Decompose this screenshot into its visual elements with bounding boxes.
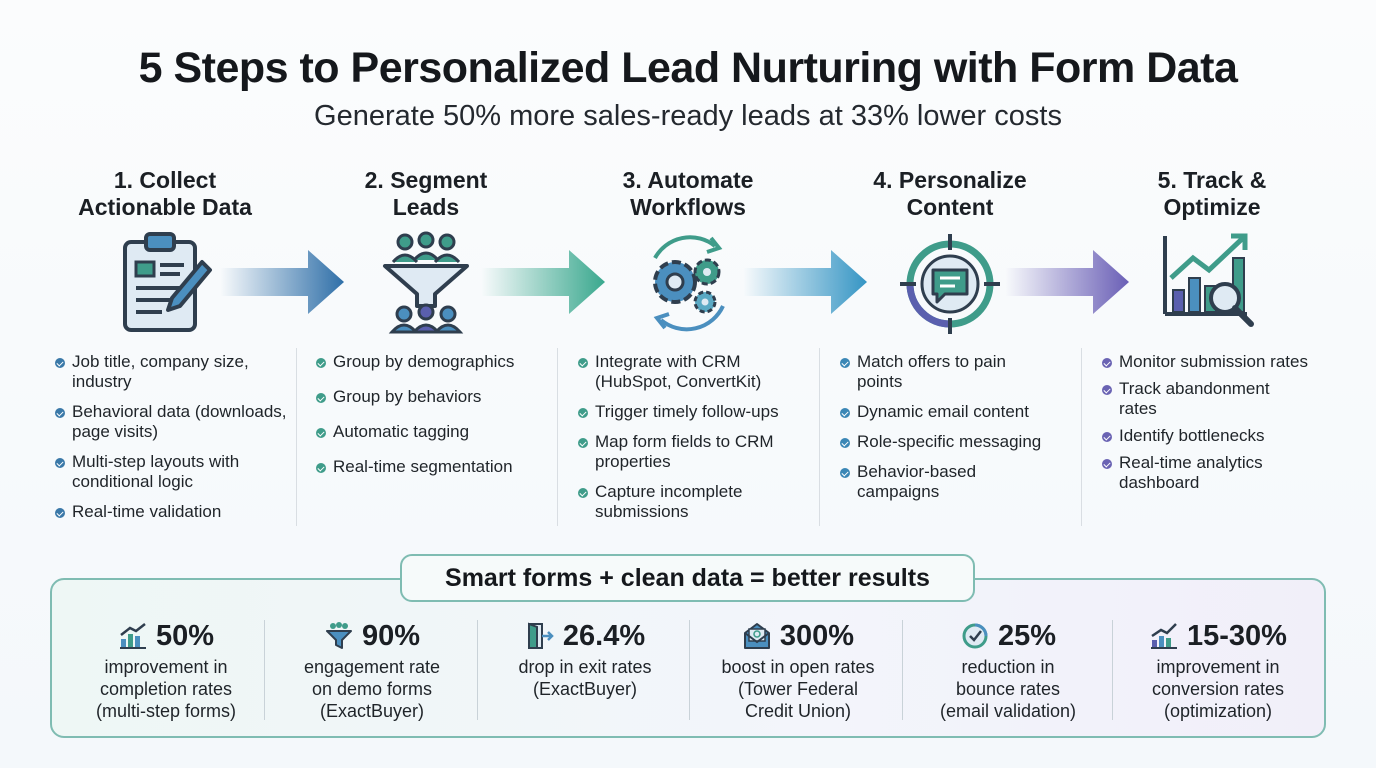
clipboard-form-icon — [123, 232, 212, 332]
stat-value: 26.4% — [562, 619, 646, 652]
list-item: Real-time segmentation — [316, 457, 561, 477]
exit-door-icon — [527, 622, 554, 649]
open-envelope-icon — [743, 623, 770, 649]
funnel-icon — [325, 622, 352, 649]
stat-card: 50% improvement in completion rates (multi… — [60, 618, 272, 722]
chart-magnifier-icon — [1163, 233, 1254, 327]
list-item: Multi-step layouts with conditional logi… — [55, 452, 300, 492]
arrow-right-icon — [481, 250, 605, 314]
gears-cycle-icon — [653, 235, 725, 332]
step-3-list: Integrate with CRM (HubSpot, ConvertKit)… — [578, 352, 823, 532]
list-item: Trigger timely follow-ups — [578, 402, 823, 422]
step-1-title: 1. Collect Actionable Data — [78, 167, 252, 220]
list-item: Group by demographics — [316, 352, 561, 372]
stat-divider — [1112, 620, 1113, 720]
stat-divider — [689, 620, 690, 720]
stat-description: drop in exit rates (ExactBuyer) — [518, 657, 652, 699]
list-item: Job title, company size, industry — [55, 352, 300, 392]
list-item: Map form fields to CRM properties — [578, 432, 793, 472]
list-item: Track abandonment rates — [1102, 379, 1302, 419]
list-item: Behavioral data (downloads, page visits) — [55, 402, 300, 442]
stat-description: improvement in conversion rates (optimizat… — [1151, 657, 1285, 721]
list-item: Real-time analytics dashboard — [1102, 453, 1302, 493]
stat-card: 90% engagement rate on demo forms (ExactBu… — [266, 618, 478, 722]
growth-chart-icon — [1151, 623, 1178, 649]
stat-value: 50% — [155, 619, 215, 652]
step-2-title: 2. Segment Leads — [364, 167, 488, 220]
column-divider — [557, 348, 558, 526]
stat-card: 15-30% improvement in conversion rates (op… — [1112, 618, 1324, 722]
stat-description: boost in open rates (Tower Federal Credit … — [721, 657, 875, 721]
step-4-list: Match offers to pain points Dynamic emai… — [840, 352, 1085, 512]
target-check-icon — [962, 623, 988, 649]
stat-card: 25% reduction in bounce rates (email valid… — [902, 618, 1114, 722]
list-item: Group by behaviors — [316, 387, 561, 407]
stat-description: engagement rate on demo forms (ExactBuyer) — [303, 657, 441, 721]
stat-value: 25% — [997, 619, 1057, 652]
list-item: Capture incomplete submissions — [578, 482, 778, 522]
step-4-title: 4. Personalize Content — [873, 167, 1027, 220]
list-item: Behavior-based campaigns — [840, 462, 1010, 502]
funnel-people-icon — [383, 231, 469, 334]
stat-card: 26.4% drop in exit rates (ExactBuyer) — [479, 618, 691, 700]
column-divider — [819, 348, 820, 526]
stat-description: improvement in completion rates (multi-ste… — [95, 657, 236, 721]
stat-card: 300% boost in open rates (Tower Federal Cr… — [692, 618, 904, 722]
stat-value: 300% — [779, 619, 855, 652]
target-chat-icon — [900, 234, 1000, 334]
list-item: Identify bottlenecks — [1102, 426, 1347, 446]
list-item: Automatic tagging — [316, 422, 561, 442]
results-panel — [50, 578, 1326, 738]
stat-value: 90% — [361, 619, 421, 652]
list-item: Role-specific messaging — [840, 432, 1085, 452]
stat-divider — [477, 620, 478, 720]
list-item: Match offers to pain points — [840, 352, 1040, 392]
step-1-list: Job title, company size, industry Behavi… — [55, 352, 300, 532]
stat-divider — [264, 620, 265, 720]
results-banner: Smart forms + clean data = better result… — [400, 554, 975, 602]
page-title: 5 Steps to Personalized Lead Nurturing w… — [138, 44, 1238, 92]
arrow-right-icon — [220, 250, 344, 314]
page-subtitle: Generate 50% more sales-ready leads at 3… — [314, 100, 1062, 132]
stat-value: 15-30% — [1187, 619, 1287, 652]
list-item: Dynamic email content — [840, 402, 1085, 422]
bar-chart-up-icon — [119, 623, 146, 649]
list-item: Real-time validation — [55, 502, 300, 522]
list-item: Integrate with CRM (HubSpot, ConvertKit) — [578, 352, 793, 392]
column-divider — [1081, 348, 1082, 526]
column-divider — [296, 348, 297, 526]
step-5-title: 5. Track & Optimize — [1157, 167, 1267, 220]
stat-description: reduction in bounce rates (email validatio… — [939, 657, 1077, 721]
step-2-list: Group by demographics Group by behaviors… — [316, 352, 561, 492]
stat-divider — [902, 620, 903, 720]
step-5-list: Monitor submission rates Track abandonme… — [1102, 352, 1347, 500]
arrow-right-icon — [1005, 250, 1129, 314]
step-3-title: 3. Automate Workflows — [622, 167, 754, 220]
list-item: Monitor submission rates — [1102, 352, 1347, 372]
arrow-right-icon — [743, 250, 867, 314]
